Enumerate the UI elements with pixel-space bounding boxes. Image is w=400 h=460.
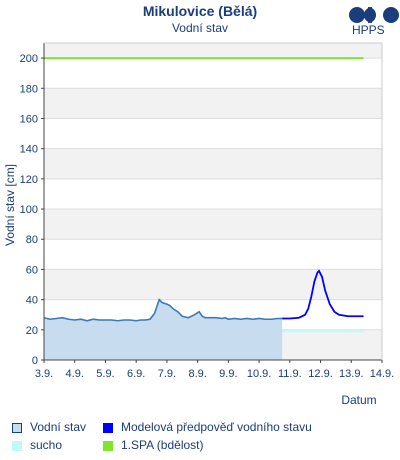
legend-forecast-swatch (103, 423, 113, 433)
x-tick-label: 8.9. (188, 368, 206, 380)
grid-band (44, 148, 382, 179)
y-tick-label: 80 (26, 234, 38, 246)
y-tick-label: 20 (26, 325, 38, 337)
y-tick-label: 200 (20, 53, 38, 65)
x-tick-label: 13.9. (339, 368, 363, 380)
legend-spa1-label: 1.SPA (bdělost) (121, 438, 204, 452)
legend-forecast-label: Modelová předpověď vodního stavu (121, 420, 312, 434)
legend-drought-swatch (12, 441, 22, 451)
x-tick-label: 9.9. (219, 368, 237, 380)
chart-title: Mikulovice (Bělá) (142, 3, 258, 19)
y-tick-label: 40 (26, 295, 38, 307)
x-tick-label: 11.9. (278, 368, 302, 380)
x-axis-label: Datum (341, 393, 376, 407)
grid-band (44, 43, 382, 59)
observed-area (44, 299, 283, 360)
grid-band (44, 209, 382, 240)
y-tick-label: 140 (20, 144, 38, 156)
x-tick-label: 5.9. (96, 368, 114, 380)
x-tick-label: 14.9. (370, 368, 394, 380)
chart-subtitle: Vodní stav (171, 21, 229, 35)
x-tick-label: 4.9. (66, 368, 84, 380)
hpps-logo-icon (349, 7, 399, 23)
logo-text: HPPS (352, 23, 385, 37)
y-tick-label: 180 (20, 83, 38, 95)
y-tick-label: 60 (26, 264, 38, 276)
y-axis-label: Vodní stav [cm] (3, 164, 17, 246)
x-tick-label: 7.9. (158, 368, 176, 380)
grid-band (44, 269, 382, 300)
x-tick-label: 3.9. (35, 368, 53, 380)
x-tick-label: 12.9. (308, 368, 332, 380)
y-tick-label: 0 (32, 355, 38, 367)
x-tick-label: 6.9. (127, 368, 145, 380)
legend-spa1-swatch (103, 441, 113, 451)
y-tick-label: 160 (20, 113, 38, 125)
x-tick-label: 10.9. (247, 368, 271, 380)
grid-band (44, 88, 382, 119)
legend-observed-swatch (12, 423, 22, 433)
y-tick-label: 100 (20, 204, 38, 216)
y-tick-label: 120 (20, 174, 38, 186)
legend-drought-label: sucho (30, 438, 63, 452)
observed-line (43, 298, 283, 322)
forecast-line (282, 269, 364, 320)
legend-observed-label: Vodní stav (30, 420, 87, 434)
